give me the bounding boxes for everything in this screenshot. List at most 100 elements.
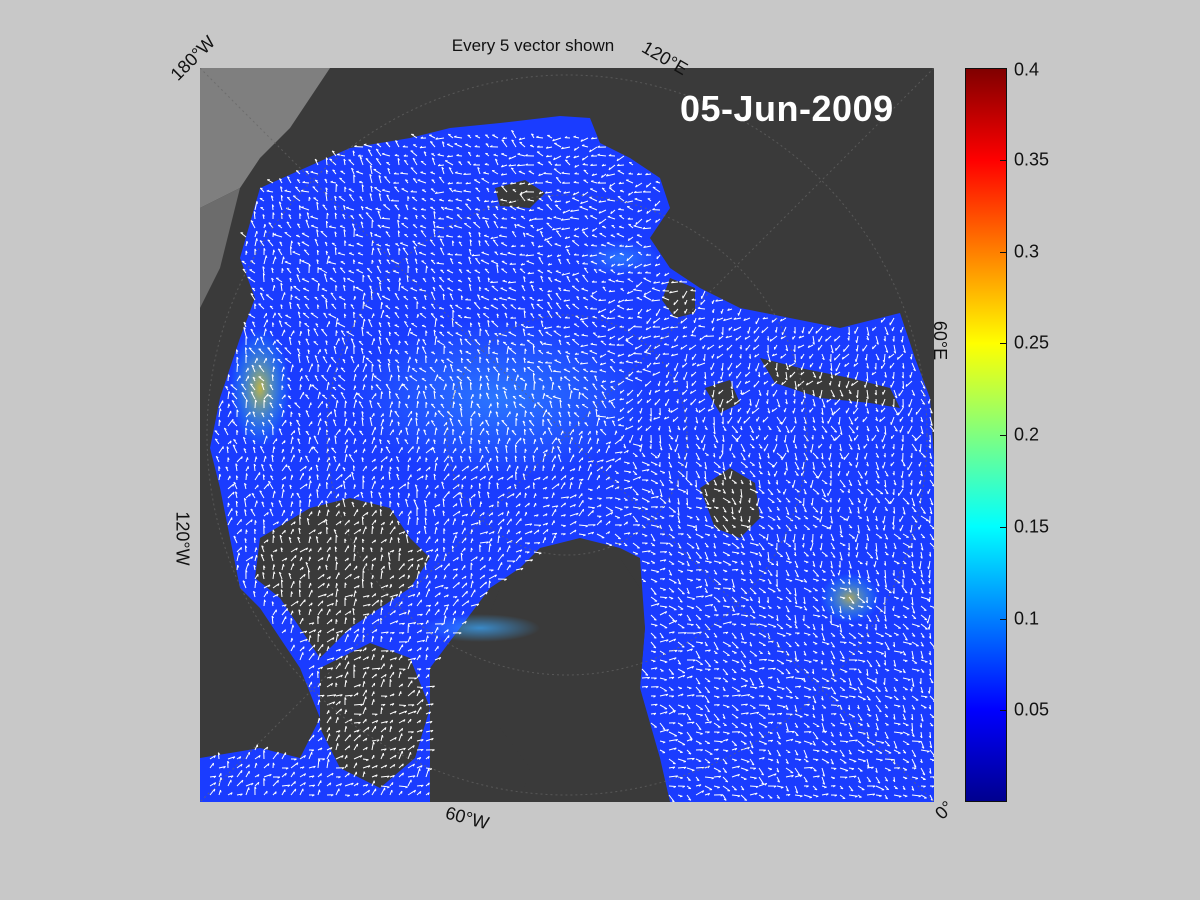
drift-vector (491, 285, 499, 292)
drift-vector (780, 317, 787, 322)
drift-vector-head (601, 280, 605, 283)
drift-vector-head (479, 328, 482, 331)
drift-vector (646, 182, 652, 188)
drift-vector-head (280, 186, 283, 189)
drift-vector-head (393, 270, 396, 272)
drift-vector-head (535, 493, 537, 496)
drift-vector-head (496, 313, 500, 317)
drift-vector-head (296, 267, 300, 270)
drift-vector-head (437, 485, 439, 488)
drift-vector-head (475, 208, 478, 210)
drift-vector-head (787, 501, 791, 503)
drift-vector-head (493, 213, 496, 216)
drift-vector (721, 362, 724, 371)
drift-vector-head (561, 227, 564, 230)
drift-vector-head (562, 210, 565, 214)
drift-vector-head (343, 158, 346, 162)
drift-vector-head (297, 223, 300, 226)
drift-vector-head (439, 276, 442, 279)
drift-vector (563, 289, 571, 292)
drift-vector (554, 200, 562, 203)
drift-vector-head (473, 163, 476, 166)
drift-vector (416, 346, 419, 355)
drift-vector-head (778, 500, 782, 503)
drift-vector-head (545, 154, 549, 158)
drift-vector-head (519, 492, 522, 496)
drift-vector-head (527, 198, 531, 201)
drift-vector-head (597, 145, 601, 148)
drift-vector-head (608, 289, 612, 293)
drift-vector (401, 188, 409, 193)
drift-vector-head (488, 346, 491, 350)
drift-vector-head (404, 320, 407, 324)
drift-vector-head (483, 171, 486, 174)
drift-vector (582, 155, 589, 161)
drift-vector (508, 281, 517, 284)
drift-vector-head (555, 292, 559, 295)
drift-vector-head (424, 294, 427, 298)
drift-vector (469, 239, 472, 247)
drift-vector-head (544, 453, 547, 457)
drift-vector-head (600, 243, 604, 246)
drift-vector (455, 172, 463, 175)
drift-vector-head (608, 167, 611, 171)
drift-vector-head (530, 284, 534, 288)
drift-vector-head (437, 163, 441, 167)
drift-vector (367, 149, 373, 157)
drift-vector-head (376, 243, 379, 246)
drift-vector-head (626, 258, 629, 262)
drift-vector-head (643, 292, 646, 296)
drift-vector-head (527, 333, 531, 335)
drift-vector (598, 269, 607, 274)
drift-vector-head (409, 328, 412, 331)
drift-vector-head (493, 297, 497, 300)
drift-vector (617, 272, 625, 275)
drift-vector (471, 254, 481, 257)
drift-vector-head (435, 317, 438, 321)
drift-vector-head (420, 136, 424, 139)
drift-vector-head (250, 293, 254, 296)
drift-vector-head (451, 318, 455, 321)
drift-vector-head (405, 257, 409, 261)
drift-vector (606, 242, 616, 247)
drift-vector-head (243, 321, 247, 325)
drift-vector (862, 344, 868, 352)
drift-vector-head (277, 248, 281, 251)
drift-vector-head (864, 385, 866, 388)
drift-vector-head (467, 277, 471, 280)
drift-vector-head (553, 492, 555, 496)
drift-vector-head (273, 285, 276, 288)
drift-vector (434, 336, 437, 346)
drift-vector-head (291, 474, 294, 478)
drift-vector (526, 339, 535, 346)
drift-vector (747, 326, 751, 334)
drift-vector-head (344, 186, 347, 190)
drift-vector-head (591, 280, 595, 283)
drift-vector (249, 269, 256, 274)
drift-vector-head (627, 238, 630, 241)
drift-vector-head (371, 259, 374, 263)
drift-vector-head (276, 339, 279, 341)
drift-vector (398, 282, 401, 292)
drift-vector-head (592, 229, 594, 232)
drift-vector-head (608, 154, 612, 157)
drift-vector (654, 344, 661, 350)
drift-vector (626, 308, 634, 311)
drift-vector-head (681, 475, 685, 478)
drift-vector-head (357, 393, 360, 395)
drift-vector-head (572, 338, 575, 341)
drift-vector (301, 278, 310, 283)
drift-vector-head (258, 303, 262, 305)
drift-vector-head (348, 243, 351, 246)
drift-vector (301, 190, 310, 193)
drift-vector (292, 195, 301, 202)
drift-vector-head (639, 438, 642, 441)
drift-vector (400, 286, 409, 292)
drift-vector-head (251, 421, 254, 424)
drift-vector-head (412, 224, 416, 226)
drift-vector (416, 436, 419, 445)
drift-vector-head (323, 312, 327, 315)
drift-vector-head (591, 244, 594, 246)
drift-vector-head (395, 349, 398, 352)
drift-vector-head (429, 366, 433, 369)
